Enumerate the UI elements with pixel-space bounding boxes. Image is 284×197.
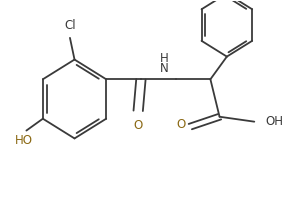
Text: HO: HO: [15, 134, 33, 147]
Text: O: O: [177, 118, 186, 131]
Text: H: H: [160, 52, 169, 65]
Text: Cl: Cl: [64, 19, 76, 32]
Text: O: O: [133, 119, 143, 132]
Text: OH: OH: [265, 115, 283, 128]
Text: N: N: [160, 62, 169, 75]
